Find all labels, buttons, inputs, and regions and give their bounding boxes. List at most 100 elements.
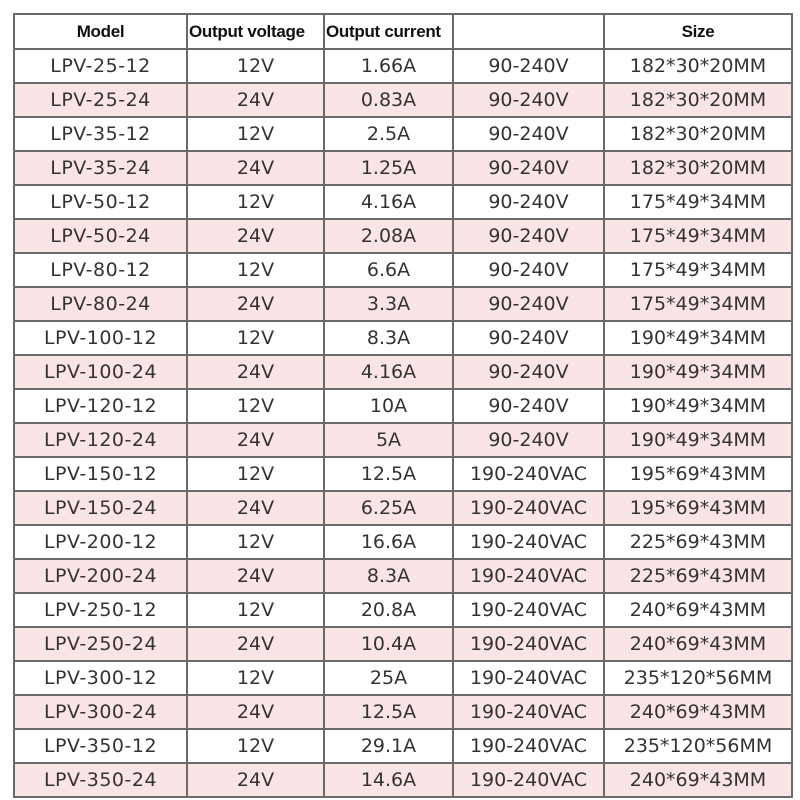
size-cell: 175*49*34MM bbox=[603, 286, 793, 322]
voltage-cell: 12V bbox=[186, 456, 325, 492]
current-cell: 0.83A bbox=[323, 82, 454, 118]
input-cell: 90-240V bbox=[452, 218, 605, 254]
model-cell: LPV-150-24 bbox=[13, 490, 188, 526]
model-cell: LPV-35-24 bbox=[13, 150, 188, 186]
current-cell: 14.6A bbox=[323, 762, 454, 798]
current-cell: 1.25A bbox=[323, 150, 454, 186]
table-row: LPV-300-24 24V 12.5A 190-240VAC 240*69*43MM bbox=[13, 694, 793, 730]
size-cell: 182*30*20MM bbox=[603, 116, 793, 152]
model-cell: LPV-250-12 bbox=[13, 592, 188, 628]
current-cell: 16.6A bbox=[323, 524, 454, 560]
table-row: LPV-80-24 24V 3.3A 90-240V 175*49*34MM bbox=[13, 286, 793, 322]
table-row: LPV-25-12 12V 1.66A 90-240V 182*30*20MM bbox=[13, 48, 793, 84]
model-cell: LPV-25-24 bbox=[13, 82, 188, 118]
input-cell: 190-240VAC bbox=[452, 728, 605, 764]
voltage-cell: 24V bbox=[186, 762, 325, 798]
model-cell: LPV-150-12 bbox=[13, 456, 188, 492]
input-cell: 190-240VAC bbox=[452, 558, 605, 594]
current-cell: 29.1A bbox=[323, 728, 454, 764]
table-row: LPV-150-12 12V 12.5A 190-240VAC 195*69*43MM bbox=[13, 456, 793, 492]
model-cell: LPV-35-12 bbox=[13, 116, 188, 152]
header-row: Model Output voltage Output current Size bbox=[13, 13, 793, 50]
current-cell: 4.16A bbox=[323, 184, 454, 220]
current-cell: 12.5A bbox=[323, 456, 454, 492]
current-cell: 8.3A bbox=[323, 320, 454, 356]
model-cell: LPV-200-24 bbox=[13, 558, 188, 594]
table-row: LPV-350-12 12V 29.1A 190-240VAC 235*120*56MM bbox=[13, 728, 793, 764]
model-cell: LPV-100-12 bbox=[13, 320, 188, 356]
current-cell: 10.4A bbox=[323, 626, 454, 662]
current-cell: 1.66A bbox=[323, 48, 454, 84]
table-row: LPV-250-12 12V 20.8A 190-240VAC 240*69*43MM bbox=[13, 592, 793, 628]
table-row: LPV-35-24 24V 1.25A 90-240V 182*30*20MM bbox=[13, 150, 793, 186]
table-row: LPV-200-12 12V 16.6A 190-240VAC 225*69*43MM bbox=[13, 524, 793, 560]
table-row: LPV-350-24 24V 14.6A 190-240VAC 240*69*43MM bbox=[13, 762, 793, 798]
model-cell: LPV-50-12 bbox=[13, 184, 188, 220]
size-cell: 240*69*43MM bbox=[603, 592, 793, 628]
size-cell: 190*49*34MM bbox=[603, 320, 793, 356]
current-cell: 5A bbox=[323, 422, 454, 458]
input-cell: 90-240V bbox=[452, 252, 605, 288]
input-cell: 190-240VAC bbox=[452, 456, 605, 492]
voltage-cell: 24V bbox=[186, 354, 325, 390]
current-cell: 4.16A bbox=[323, 354, 454, 390]
table-row: LPV-200-24 24V 8.3A 190-240VAC 225*69*43MM bbox=[13, 558, 793, 594]
size-cell: 182*30*20MM bbox=[603, 150, 793, 186]
model-cell: LPV-250-24 bbox=[13, 626, 188, 662]
table-row: LPV-100-12 12V 8.3A 90-240V 190*49*34MM bbox=[13, 320, 793, 356]
size-cell: 225*69*43MM bbox=[603, 558, 793, 594]
input-cell: 190-240VAC bbox=[452, 490, 605, 526]
model-cell: LPV-350-24 bbox=[13, 762, 188, 798]
input-cell: 190-240VAC bbox=[452, 626, 605, 662]
current-cell: 25A bbox=[323, 660, 454, 696]
size-cell: 240*69*43MM bbox=[603, 626, 793, 662]
voltage-cell: 12V bbox=[186, 184, 325, 220]
size-cell: 195*69*43MM bbox=[603, 490, 793, 526]
input-cell: 90-240V bbox=[452, 422, 605, 458]
model-cell: LPV-80-24 bbox=[13, 286, 188, 322]
input-cell: 90-240V bbox=[452, 184, 605, 220]
size-cell: 175*49*34MM bbox=[603, 218, 793, 254]
current-cell: 8.3A bbox=[323, 558, 454, 594]
size-cell: 225*69*43MM bbox=[603, 524, 793, 560]
size-cell: 235*120*56MM bbox=[603, 660, 793, 696]
input-cell: 190-240VAC bbox=[452, 660, 605, 696]
current-cell: 20.8A bbox=[323, 592, 454, 628]
voltage-cell: 24V bbox=[186, 694, 325, 730]
table-row: LPV-35-12 12V 2.5A 90-240V 182*30*20MM bbox=[13, 116, 793, 152]
voltage-cell: 24V bbox=[186, 490, 325, 526]
input-cell: 90-240V bbox=[452, 116, 605, 152]
table-row: LPV-80-12 12V 6.6A 90-240V 175*49*34MM bbox=[13, 252, 793, 288]
size-cell: 195*69*43MM bbox=[603, 456, 793, 492]
voltage-cell: 24V bbox=[186, 626, 325, 662]
model-cell: LPV-350-12 bbox=[13, 728, 188, 764]
voltage-cell: 12V bbox=[186, 320, 325, 356]
model-cell: LPV-200-12 bbox=[13, 524, 188, 560]
current-cell: 6.25A bbox=[323, 490, 454, 526]
current-cell: 2.5A bbox=[323, 116, 454, 152]
voltage-cell: 12V bbox=[186, 524, 325, 560]
voltage-cell: 24V bbox=[186, 150, 325, 186]
table-row: LPV-300-12 12V 25A 190-240VAC 235*120*56MM bbox=[13, 660, 793, 696]
header-input bbox=[452, 13, 605, 50]
model-cell: LPV-120-24 bbox=[13, 422, 188, 458]
header-output-voltage: Output voltage bbox=[186, 13, 325, 50]
voltage-cell: 24V bbox=[186, 558, 325, 594]
input-cell: 90-240V bbox=[452, 48, 605, 84]
voltage-cell: 12V bbox=[186, 660, 325, 696]
voltage-cell: 24V bbox=[186, 82, 325, 118]
spec-table: Model Output voltage Output current Size… bbox=[13, 13, 793, 798]
size-cell: 175*49*34MM bbox=[603, 184, 793, 220]
table-row: LPV-150-24 24V 6.25A 190-240VAC 195*69*43MM bbox=[13, 490, 793, 526]
header-size: Size bbox=[603, 13, 793, 50]
table-row: LPV-100-24 24V 4.16A 90-240V 190*49*34MM bbox=[13, 354, 793, 390]
size-cell: 182*30*20MM bbox=[603, 48, 793, 84]
current-cell: 6.6A bbox=[323, 252, 454, 288]
input-cell: 90-240V bbox=[452, 320, 605, 356]
current-cell: 12.5A bbox=[323, 694, 454, 730]
model-cell: LPV-80-12 bbox=[13, 252, 188, 288]
current-cell: 10A bbox=[323, 388, 454, 424]
model-cell: LPV-25-12 bbox=[13, 48, 188, 84]
model-cell: LPV-100-24 bbox=[13, 354, 188, 390]
input-cell: 90-240V bbox=[452, 354, 605, 390]
